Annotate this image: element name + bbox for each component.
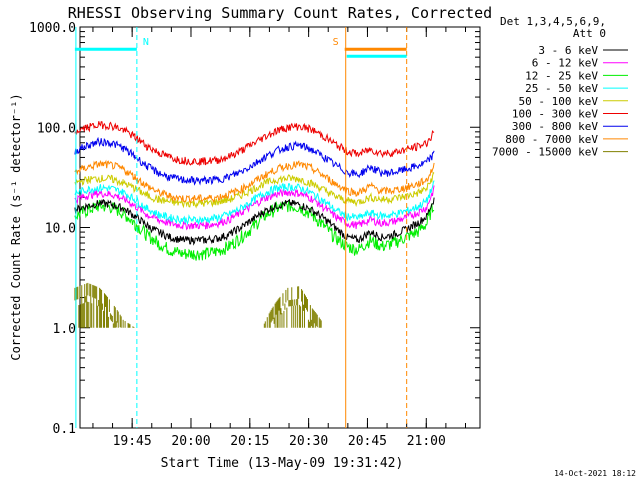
series-trace [74, 159, 435, 204]
series-trace [74, 136, 435, 186]
x-tick-label: 20:00 [171, 434, 210, 449]
series-layer [74, 121, 435, 328]
series-12-25-keVkev-line [74, 199, 435, 261]
y-tick-label: 1000.0 [29, 21, 76, 36]
x-tick-label: 20:15 [230, 434, 269, 449]
x-tick-label: 20:30 [289, 434, 328, 449]
series-trace [74, 199, 435, 261]
x-tick-label: 19:45 [113, 434, 152, 449]
x-axis-label: Start Time (13-May-09 19:31:42) [161, 456, 404, 471]
y-tick-label: 10.0 [45, 222, 76, 237]
legend-label: 100 - 300 keV [512, 108, 598, 121]
y-axis: 1000.0 100.0 10.0 1.0 0.1 [29, 21, 480, 437]
y-tick-label: 100.0 [37, 121, 76, 136]
series-800-7000-keVkev-line [74, 159, 435, 204]
atten-flag-label: N [143, 37, 149, 48]
legend-label: 12 - 25 keV [525, 69, 598, 82]
y-tick-label: 0.1 [53, 422, 76, 437]
series-100-300-keVkev-line [74, 121, 435, 167]
legend-header: Det 1,3,4,5,6,9, [500, 15, 606, 28]
legend-label: 25 - 50 keV [525, 82, 598, 95]
x-axis: 19:45 20:00 20:15 20:30 20:45 21:00 [92, 27, 466, 449]
legend-label: 7000 - 15000 keV [492, 146, 598, 159]
legend-label: 300 - 800 keV [512, 120, 598, 133]
series-25-50-keVkev-line [74, 180, 435, 226]
legend-label: 3 - 6 keV [538, 44, 598, 57]
legend-label: 50 - 100 keV [519, 95, 599, 108]
series-50-100-keVkev-line [74, 171, 435, 209]
legend-label: 6 - 12 keV [532, 57, 599, 70]
x-tick-label: 20:45 [348, 434, 387, 449]
series-3-6-keVkev-line [74, 197, 435, 246]
y-tick-label: 1.0 [53, 322, 76, 337]
series-7000-15000-keVkev-line [74, 282, 322, 328]
series-trace [74, 121, 435, 167]
series-trace [74, 171, 435, 209]
legend-header: Att 0 [573, 27, 606, 40]
series-trace [74, 197, 435, 246]
series-300-800-keVkev-line [74, 136, 435, 186]
x-tick-label: 21:00 [407, 434, 446, 449]
y-axis-label: Corrected Count Rate (s⁻¹ detector⁻¹) [9, 93, 23, 360]
timestamp-stamp: 14-Oct-2021 18:12 [554, 469, 636, 478]
chart-title: RHESSI Observing Summary Count Rates, Co… [68, 4, 492, 22]
saa-flag-label: S [333, 37, 339, 48]
series-trace [74, 180, 435, 226]
legend-label: 800 - 7000 keV [505, 133, 598, 146]
